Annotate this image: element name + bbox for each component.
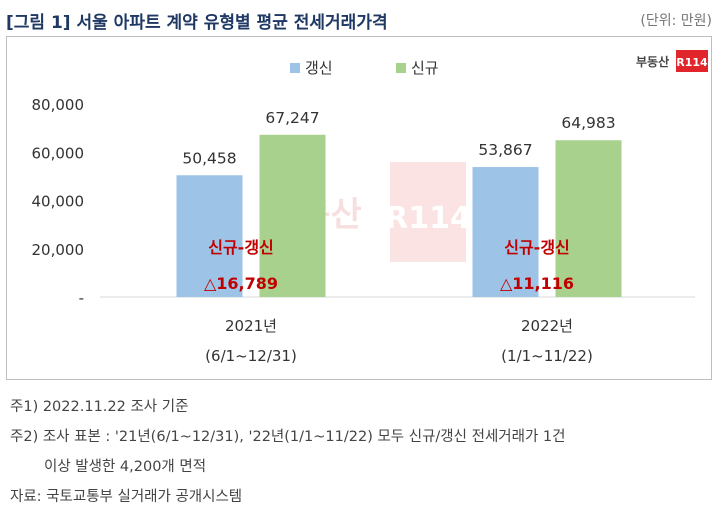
source-note: 자료: 국토교통부 실거래가 공개시스템 bbox=[10, 489, 243, 505]
logo-mark: R114 bbox=[676, 56, 708, 69]
unit-label: (단위: 만원) bbox=[640, 13, 712, 29]
y-tick-label: - bbox=[79, 289, 84, 307]
chart-title: [그림 1] 서울 아파트 계약 유형별 평균 전세거래가격 bbox=[6, 13, 388, 33]
y-tick-label: 20,000 bbox=[32, 241, 85, 259]
annotations: 신규-갱신 △16,789 신규-갱신 △11,116 bbox=[204, 238, 574, 293]
footnotes: 주1) 2022.11.22 조사 기준 주2) 조사 표본 : '21년(6/… bbox=[10, 392, 565, 512]
diff-value: △11,116 bbox=[500, 274, 574, 293]
bar-new-1 bbox=[555, 140, 622, 297]
bar-renewal-0 bbox=[176, 175, 243, 297]
legend-swatch-renewal bbox=[290, 63, 300, 73]
diff-title: 신규-갱신 bbox=[208, 238, 274, 257]
x-tick-label: 2022년 bbox=[521, 317, 573, 335]
footnote-2: 주2) 조사 표본 : '21년(6/1~12/31), '22년(1/1~11… bbox=[10, 429, 566, 445]
bar-renewal-1 bbox=[472, 167, 539, 297]
watermark: 부동산 R114 bbox=[268, 162, 471, 262]
x-tick-label: 2021년 bbox=[225, 317, 277, 335]
legend-swatch-new bbox=[396, 63, 406, 73]
watermark-box bbox=[390, 162, 466, 262]
logo: 부동산 R114 bbox=[636, 50, 708, 72]
logo-text: 부동산 bbox=[636, 54, 669, 69]
diff-value: △16,789 bbox=[204, 274, 278, 293]
diff-title: 신규-갱신 bbox=[504, 238, 570, 257]
legend: 갱신 신규 bbox=[290, 59, 439, 77]
x-axis: 2021년 (6/1~12/31) 2022년 (1/1~11/22) bbox=[205, 317, 593, 365]
x-tick-period: (6/1~12/31) bbox=[205, 347, 297, 365]
data-labels: 50,458 53,867 67,247 64,983 bbox=[182, 109, 615, 168]
data-label: 53,867 bbox=[478, 141, 532, 159]
y-tick-label: 80,000 bbox=[32, 96, 85, 114]
legend-label-renewal: 갱신 bbox=[305, 59, 333, 77]
bar-new-0 bbox=[259, 134, 326, 297]
footnote-1: 주1) 2022.11.22 조사 기준 bbox=[10, 399, 189, 415]
header: [그림 1] 서울 아파트 계약 유형별 평균 전세거래가격 (단위: 만원) bbox=[6, 4, 714, 34]
bars bbox=[176, 134, 622, 297]
data-label: 50,458 bbox=[182, 149, 236, 167]
legend-label-new: 신규 bbox=[411, 59, 439, 77]
x-tick-period: (1/1~11/22) bbox=[501, 347, 593, 365]
watermark-mark: R114 bbox=[385, 201, 471, 236]
bar-chart: 부동산 R114 갱신 신규 부동산 R114 - 20,000 40,000 60,… bbox=[32, 50, 708, 365]
y-tick-label: 60,000 bbox=[32, 144, 85, 162]
footnote-2-cont: 이상 발생한 4,200개 면적 bbox=[44, 459, 207, 475]
logo-box bbox=[676, 50, 708, 72]
data-label: 64,983 bbox=[561, 114, 615, 132]
data-label: 67,247 bbox=[265, 109, 319, 127]
y-tick-label: 40,000 bbox=[32, 193, 85, 211]
